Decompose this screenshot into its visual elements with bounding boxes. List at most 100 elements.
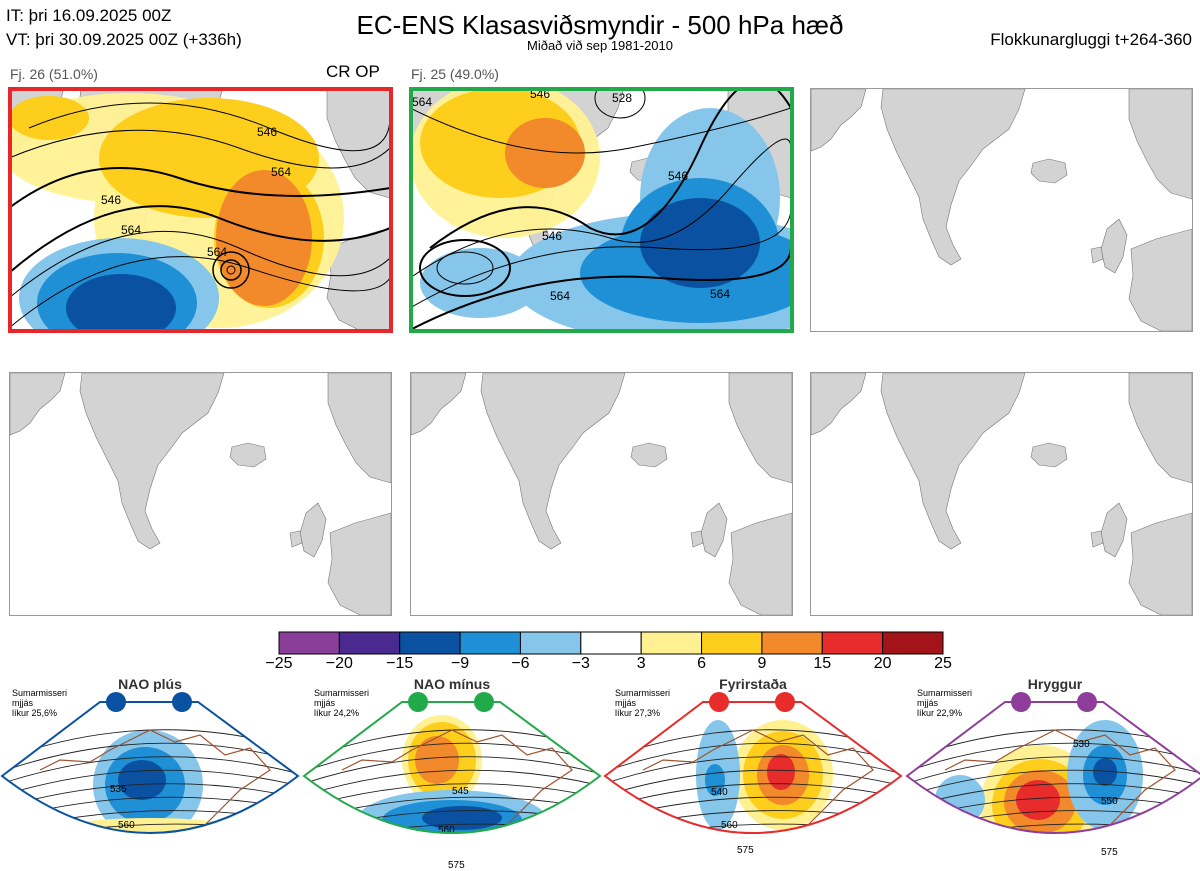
height-contour	[907, 783, 1200, 809]
regime-border	[905, 701, 1200, 834]
valid-time-label: VT: þri 30.09.2025 00Z (+336h)	[6, 30, 242, 49]
regime-contour-label: 535	[110, 784, 127, 795]
height-contour	[304, 783, 600, 809]
regime-meta: Sumarmisseri	[314, 688, 370, 698]
regime-name: NAO plús	[118, 676, 182, 692]
height-contour	[2, 783, 298, 809]
regime-meta: Sumarmisseri	[12, 688, 68, 698]
colorbar-cell	[640, 631, 703, 655]
height-contour	[0, 838, 300, 856]
regime-border	[603, 701, 903, 834]
colorbar-cell	[399, 631, 461, 655]
anomaly-blob	[422, 806, 502, 830]
contour-label: 528	[612, 91, 632, 105]
height-contour	[605, 756, 901, 785]
coastline	[642, 729, 874, 833]
regime-contour-label: 550	[1101, 796, 1118, 807]
regime-contour-label: 575	[737, 845, 754, 856]
height-contour	[304, 742, 600, 773]
regime-name: Fyrirstaða	[719, 676, 787, 692]
regime-meta: Sumarmisseri	[917, 688, 973, 698]
regime-meta: líkur 27,3%	[615, 708, 661, 718]
page-subtitle: Miðað við sep 1981-2010	[527, 38, 673, 53]
contour-label: 564	[271, 165, 291, 179]
empty-map-6	[810, 372, 1193, 616]
anomaly-blob	[1016, 780, 1060, 820]
colorbar-tick-label: −3	[571, 655, 590, 672]
colorbar-tick-label: −20	[325, 655, 353, 672]
empty-map-4	[9, 372, 392, 616]
height-contour	[302, 838, 602, 856]
empty-map-3	[810, 88, 1193, 332]
colorbar-tick-label: −6	[511, 655, 530, 672]
cluster-1-map: 546 564 546 564 564	[9, 88, 390, 330]
regime-contour-label: 530	[1073, 739, 1090, 750]
regime-border	[302, 701, 602, 834]
regime-map: 540 560 575	[603, 701, 903, 856]
height-contour	[605, 769, 901, 797]
colorbar-cell	[338, 631, 401, 655]
coastline	[39, 729, 271, 833]
regime-contour-label: 560	[118, 820, 135, 831]
anomaly-blob	[767, 754, 795, 790]
regime-meta: mjjás	[12, 698, 34, 708]
colorbar-cell	[761, 631, 823, 655]
height-contour	[304, 756, 600, 785]
coastline	[944, 729, 1176, 833]
height-contour	[907, 756, 1200, 785]
colorbar	[278, 631, 944, 655]
colorbar-cell	[278, 631, 340, 655]
colorbar-tick-label: 6	[697, 655, 706, 672]
anomaly-blob	[705, 764, 725, 796]
regime-meta: Sumarmisseri	[615, 688, 671, 698]
colorbar-cell	[580, 631, 642, 655]
anomaly-blob	[1093, 758, 1117, 786]
colorbar-tick-label: 15	[813, 655, 832, 672]
height-contour	[2, 742, 298, 773]
height-contour	[304, 769, 600, 797]
window-label: Flokkunargluggi t+264-360	[990, 30, 1192, 49]
contour-label: 546	[542, 229, 562, 243]
regime-contour-label: 575	[1101, 847, 1118, 858]
height-contour	[2, 756, 298, 785]
height-contour	[605, 742, 901, 773]
regime-name: NAO mínus	[413, 676, 491, 692]
height-contour	[2, 769, 298, 797]
regime-meta: mjjás	[615, 698, 637, 708]
empty-map-5	[410, 372, 793, 616]
regime-contour-label: 540	[711, 787, 728, 798]
regime-contour-label: 575	[448, 860, 465, 870]
regime-contour-label: 560	[721, 820, 738, 831]
colorbar-tick-label: 9	[757, 655, 767, 672]
colorbar-cell	[882, 631, 944, 655]
contour-label: 564	[121, 223, 141, 237]
height-contour	[605, 783, 901, 809]
colorbar-cell	[701, 631, 763, 655]
colorbar-tick-label: −25	[265, 655, 293, 672]
cluster-2-map: 564 546 528 546 564 564 546	[410, 88, 791, 330]
contour-label: 546	[530, 88, 550, 101]
colorbar-tick-label: 3	[636, 655, 646, 672]
colorbar-cell	[459, 631, 521, 655]
regime-contour-label: 560	[438, 825, 455, 836]
regime-contour-label: 545	[452, 786, 469, 797]
initial-time-label: IT: þri 16.09.2025 00Z	[6, 6, 172, 25]
regime-meta: líkur 25,6%	[12, 708, 58, 718]
contour-label: 564	[207, 245, 227, 259]
regime-name: Hryggur	[1027, 676, 1083, 692]
regime-meta: líkur 24,2%	[314, 708, 360, 718]
colorbar-cell	[519, 631, 582, 655]
regime-meta: mjjás	[917, 698, 939, 708]
colorbar-tick-label: 25	[934, 655, 952, 672]
cluster-2-label: Fj. 25 (49.0%)	[411, 66, 499, 82]
cluster-1-label: Fj. 26 (51.0%)	[10, 66, 98, 82]
coastline	[341, 729, 573, 833]
regime-meta: mjjás	[314, 698, 336, 708]
page-title: EC-ENS Klasasviðsmyndir - 500 hPa hæð	[356, 10, 844, 40]
regime-map: 545 560 575	[302, 701, 602, 870]
height-contour	[905, 838, 1200, 856]
contour-label: 564	[412, 95, 432, 109]
contour-label: 546	[668, 169, 688, 183]
anomaly-blob	[1014, 864, 1046, 870]
colorbar-tick-label: 20	[873, 655, 892, 672]
